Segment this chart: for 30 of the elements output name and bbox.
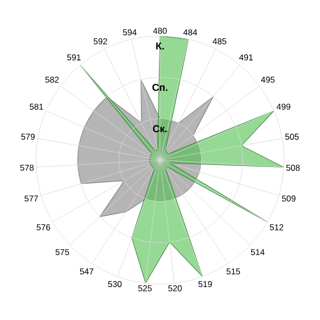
spoke-label: 484 — [183, 29, 198, 36]
y-tick-label: Сп. — [152, 84, 168, 91]
spoke-label: 530 — [108, 281, 122, 288]
spoke-label: 576 — [36, 224, 50, 230]
spoke-label: 505 — [285, 134, 299, 140]
spoke-label: 577 — [24, 196, 38, 202]
y-tick-label: Ск. — [152, 125, 167, 132]
spoke-label: 515 — [226, 268, 240, 274]
spoke-label: 508 — [286, 164, 300, 171]
spoke-label: 519 — [198, 281, 212, 288]
spoke-label: 491 — [239, 54, 253, 60]
spoke-label: 509 — [282, 196, 296, 202]
spoke-label: 495 — [261, 76, 275, 83]
spoke-label: 547 — [80, 268, 94, 274]
spoke-label: 514 — [250, 249, 265, 256]
spoke-label: 485 — [212, 38, 226, 44]
spoke-label: 525 — [138, 285, 152, 292]
spoke-label: 499 — [276, 104, 290, 110]
spoke-label: 480 — [153, 28, 167, 34]
y-tick-label: К. — [156, 42, 164, 50]
spoke-label: 592 — [94, 38, 108, 44]
spoke-label: 512 — [270, 224, 284, 230]
spoke-label: 594 — [123, 29, 137, 36]
spoke-label: 578 — [20, 164, 34, 171]
spoke-label: 520 — [168, 285, 182, 292]
spoke-label: 575 — [56, 249, 70, 256]
spoke-label: 582 — [45, 76, 59, 83]
spoke-label: 579 — [21, 134, 35, 140]
spoke-label: 591 — [67, 54, 81, 60]
spoke-label: 581 — [30, 104, 44, 110]
